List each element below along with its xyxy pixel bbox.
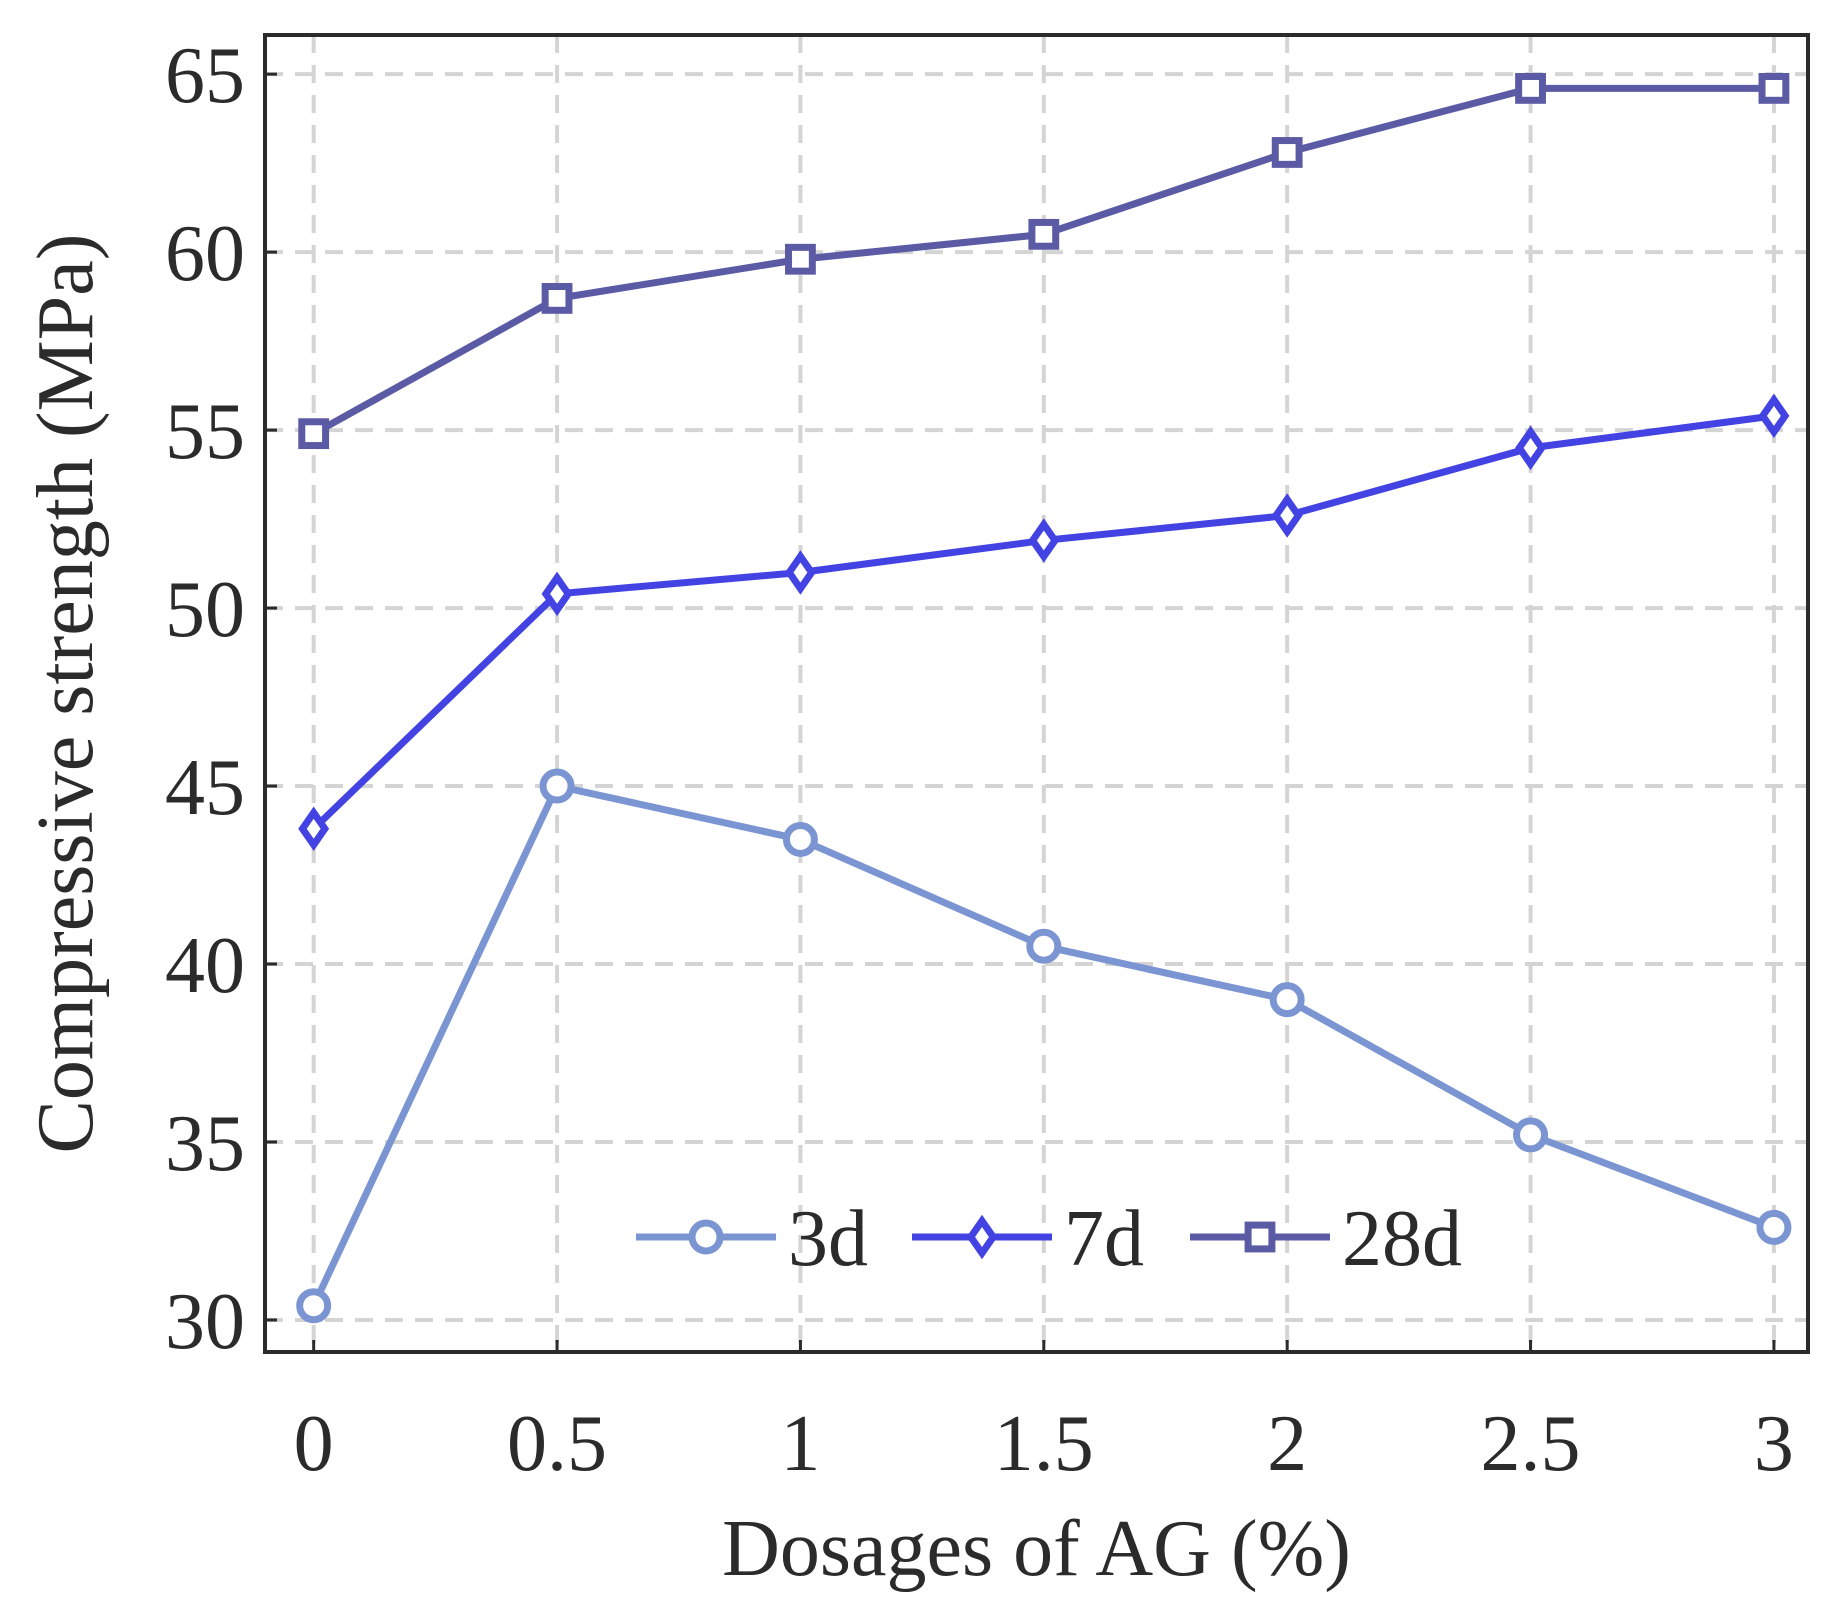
data-point-3d — [1269, 982, 1305, 1018]
data-point-28d — [1515, 72, 1546, 104]
series-7d — [298, 393, 1790, 851]
data-point-28d — [298, 418, 330, 450]
data-point-3d — [1026, 928, 1062, 964]
axis-labels: Dosages of AG (%) Compressive strength (… — [22, 234, 1351, 1593]
legend-marker — [688, 1219, 724, 1255]
series-group — [296, 72, 1792, 1324]
legend-marker — [966, 1214, 998, 1260]
y-tick-label: 30 — [165, 1278, 245, 1366]
series-3d — [296, 768, 1792, 1324]
x-tick-label: 0.5 — [507, 1400, 607, 1488]
x-tick-label: 0 — [294, 1400, 334, 1488]
axis-ticks: 0 0.5 1 1.5 2 2.5 3 30 35 40 45 50 55 60 65 — [165, 32, 1794, 1488]
x-axis-title: Dosages of AG (%) — [722, 1505, 1351, 1593]
data-point-28d — [1758, 72, 1790, 104]
series-line-3d — [310, 782, 1776, 1308]
legend-label: 7d — [1064, 1195, 1144, 1283]
legend-label: 3d — [788, 1195, 868, 1283]
y-tick-label: 45 — [165, 744, 245, 832]
data-point-7d — [784, 550, 816, 595]
y-tick-label: 60 — [165, 210, 245, 298]
y-tick-label: 50 — [165, 566, 245, 654]
plot-frame — [263, 33, 1810, 1354]
x-tick-label: 2.5 — [1481, 1400, 1581, 1488]
data-point-28d — [1271, 137, 1303, 168]
data-point-28d — [1028, 218, 1060, 250]
legend: 3d 7d 28d — [636, 1195, 1462, 1283]
data-point-3d — [1756, 1209, 1792, 1245]
legend-label: 28d — [1342, 1195, 1462, 1283]
data-point-7d — [1028, 518, 1060, 563]
legend-marker — [1244, 1221, 1276, 1253]
data-point-7d — [298, 806, 330, 851]
x-tick-label: 2 — [1267, 1400, 1307, 1488]
data-point-7d — [1515, 425, 1547, 471]
x-tick-label: 1.5 — [994, 1400, 1094, 1488]
y-tick-label: 40 — [165, 922, 245, 1010]
data-point-3d — [539, 768, 575, 804]
data-point-7d — [1758, 393, 1790, 439]
legend-item-3d: 3d — [636, 1195, 868, 1283]
x-tick-label: 1 — [780, 1400, 820, 1488]
data-point-3d — [1513, 1117, 1549, 1153]
data-point-3d — [296, 1288, 332, 1324]
x-tick-label: 3 — [1754, 1400, 1794, 1488]
grid — [265, 35, 1808, 1352]
y-tick-label: 65 — [165, 32, 245, 120]
legend-item-7d: 7d — [912, 1195, 1144, 1283]
series-28d — [298, 72, 1790, 450]
y-axis-title: Compressive strength (MPa) — [22, 234, 110, 1154]
legend-item-28d: 28d — [1190, 1195, 1462, 1283]
data-point-28d — [785, 243, 816, 275]
data-point-28d — [541, 283, 573, 314]
data-point-7d — [541, 571, 573, 617]
data-point-3d — [782, 821, 818, 857]
y-tick-label: 35 — [165, 1100, 245, 1188]
y-tick-label: 55 — [165, 388, 245, 476]
data-point-7d — [1271, 493, 1303, 538]
